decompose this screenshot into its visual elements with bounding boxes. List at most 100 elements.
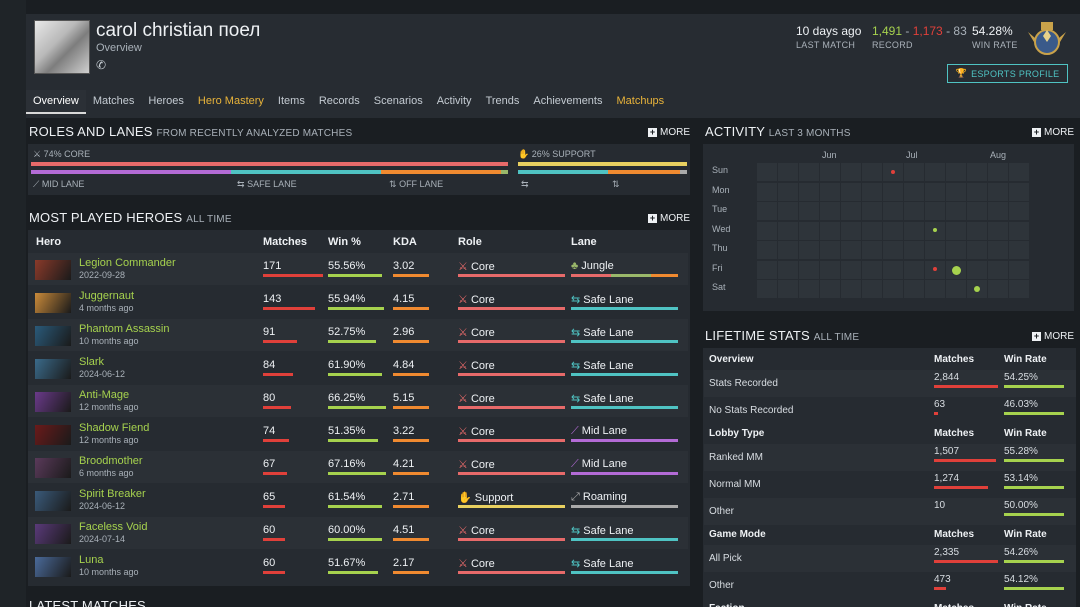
avatar[interactable] [34, 20, 90, 74]
activity-cell[interactable] [883, 202, 903, 220]
activity-cell[interactable] [1009, 260, 1029, 279]
activity-cell[interactable] [757, 221, 777, 240]
roles-more-button[interactable]: + MORE [648, 127, 690, 138]
activity-cell[interactable] [757, 260, 777, 279]
col-kda[interactable]: KDA [393, 236, 417, 248]
activity-cell[interactable] [967, 221, 987, 240]
activity-cell[interactable] [1009, 163, 1029, 181]
activity-cell[interactable] [799, 260, 819, 279]
activity-cell[interactable] [862, 241, 882, 259]
hero-portrait[interactable] [35, 359, 71, 379]
activity-cell[interactable] [778, 241, 798, 259]
hero-name[interactable]: Phantom Assassin [79, 323, 170, 335]
tab-hero-mastery[interactable]: Hero Mastery [197, 95, 264, 107]
activity-cell[interactable] [799, 221, 819, 240]
activity-cell[interactable] [883, 182, 903, 201]
activity-cell[interactable] [862, 202, 882, 220]
hero-name[interactable]: Spirit Breaker [79, 488, 146, 500]
activity-cell[interactable] [904, 202, 924, 220]
tab-activity[interactable]: Activity [436, 95, 472, 107]
activity-cell[interactable] [841, 221, 861, 240]
activity-cell[interactable] [862, 280, 882, 298]
hero-name[interactable]: Juggernaut [79, 290, 135, 302]
esports-profile-button[interactable]: 🏆 ESPORTS PROFILE [947, 64, 1068, 83]
activity-cell[interactable] [757, 202, 777, 220]
activity-cell[interactable] [757, 182, 777, 201]
table-row[interactable]: Slark 2024-06-12 84 61.90% 4.84 ⚔ Core ⇆… [28, 352, 688, 384]
tab-trends[interactable]: Trends [485, 95, 520, 107]
activity-cell[interactable] [967, 260, 987, 279]
activity-cell[interactable] [988, 260, 1008, 279]
tab-matchups[interactable]: Matchups [616, 95, 665, 107]
activity-cell[interactable] [1009, 280, 1029, 298]
tab-overview[interactable]: Overview [26, 90, 86, 114]
hero-portrait[interactable] [35, 491, 71, 511]
activity-cell[interactable] [925, 163, 945, 181]
lifetime-row[interactable]: No Stats Recorded 63 46.03% [704, 397, 1076, 424]
activity-cell[interactable] [799, 280, 819, 298]
activity-cell[interactable] [757, 163, 777, 181]
col-hero[interactable]: Hero [36, 236, 62, 248]
activity-cell[interactable] [862, 221, 882, 240]
table-row[interactable]: Broodmother 6 months ago 67 67.16% 4.21 … [28, 451, 688, 483]
activity-cell[interactable] [925, 241, 945, 259]
activity-cell[interactable] [967, 202, 987, 220]
activity-cell[interactable] [946, 163, 966, 181]
hero-name[interactable]: Legion Commander [79, 257, 176, 269]
activity-cell[interactable] [988, 202, 1008, 220]
activity-dot[interactable] [933, 267, 937, 271]
activity-cell[interactable] [841, 182, 861, 201]
lifetime-row[interactable]: Stats Recorded 2,844 54.25% [704, 370, 1076, 397]
tab-matches[interactable]: Matches [92, 95, 135, 107]
activity-cell[interactable] [988, 241, 1008, 259]
hero-name[interactable]: Broodmother [79, 455, 143, 467]
hero-portrait[interactable] [35, 557, 71, 577]
activity-cell[interactable] [757, 241, 777, 259]
activity-dot[interactable] [933, 228, 937, 232]
activity-cell[interactable] [862, 260, 882, 279]
hero-portrait[interactable] [35, 326, 71, 346]
hero-portrait[interactable] [35, 293, 71, 313]
activity-cell[interactable] [904, 241, 924, 259]
activity-cell[interactable] [883, 280, 903, 298]
activity-cell[interactable] [820, 280, 840, 298]
activity-cell[interactable] [820, 182, 840, 201]
activity-cell[interactable] [778, 221, 798, 240]
activity-cell[interactable] [904, 182, 924, 201]
activity-cell[interactable] [778, 163, 798, 181]
activity-cell[interactable] [841, 241, 861, 259]
lifetime-row[interactable]: Ranked MM 1,507 55.28% [704, 444, 1076, 471]
table-row[interactable]: Legion Commander 2022-09-28 171 55.56% 3… [28, 253, 688, 285]
activity-cell[interactable] [799, 241, 819, 259]
table-row[interactable]: Spirit Breaker 2024-06-12 65 61.54% 2.71… [28, 484, 688, 516]
activity-cell[interactable] [820, 163, 840, 181]
table-row[interactable]: Juggernaut 4 months ago 143 55.94% 4.15 … [28, 286, 688, 318]
activity-cell[interactable] [1009, 221, 1029, 240]
activity-dot[interactable] [891, 170, 895, 174]
hero-portrait[interactable] [35, 458, 71, 478]
lifetime-row[interactable]: All Pick 2,335 54.26% [704, 545, 1076, 572]
activity-cell[interactable] [904, 163, 924, 181]
lifetime-more-button[interactable]: + MORE [1032, 331, 1074, 342]
col-lane[interactable]: Lane [571, 236, 597, 248]
activity-cell[interactable] [862, 182, 882, 201]
activity-cell[interactable] [862, 163, 882, 181]
activity-cell[interactable] [904, 260, 924, 279]
activity-cell[interactable] [967, 182, 987, 201]
activity-cell[interactable] [820, 221, 840, 240]
activity-cell[interactable] [946, 221, 966, 240]
hero-name[interactable]: Slark [79, 356, 105, 368]
hero-name[interactable]: Shadow Fiend [79, 422, 150, 434]
activity-cell[interactable] [820, 260, 840, 279]
activity-cell[interactable] [1009, 202, 1029, 220]
table-row[interactable]: Phantom Assassin 10 months ago 91 52.75%… [28, 319, 688, 351]
activity-cell[interactable] [841, 280, 861, 298]
activity-cell[interactable] [841, 260, 861, 279]
activity-cell[interactable] [925, 182, 945, 201]
activity-cell[interactable] [883, 221, 903, 240]
hero-portrait[interactable] [35, 392, 71, 412]
hero-portrait[interactable] [35, 524, 71, 544]
activity-cell[interactable] [988, 221, 1008, 240]
tab-scenarios[interactable]: Scenarios [373, 95, 423, 107]
tab-achievements[interactable]: Achievements [533, 95, 603, 107]
